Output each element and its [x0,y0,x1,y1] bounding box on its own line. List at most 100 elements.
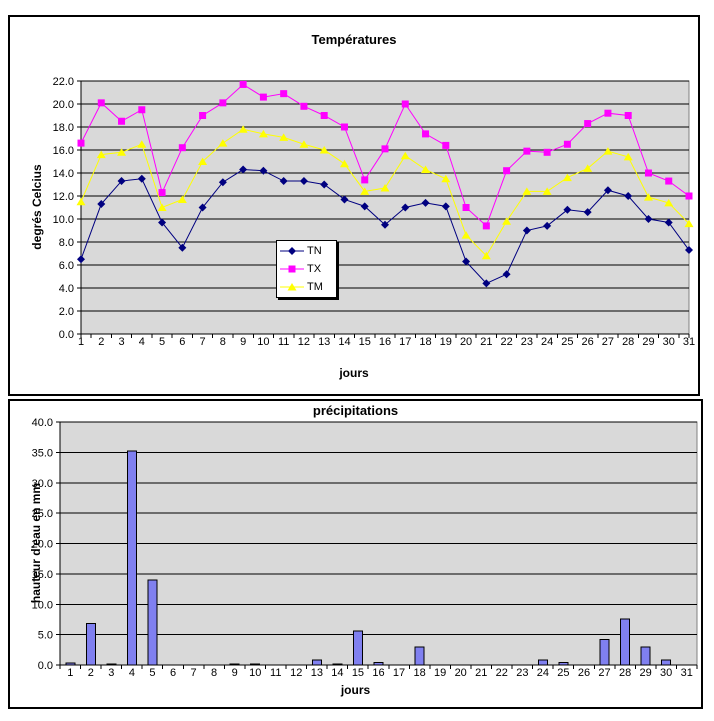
svg-text:16.0: 16.0 [53,145,74,157]
svg-text:17: 17 [399,336,411,348]
svg-text:14.0: 14.0 [53,168,74,180]
svg-text:12.0: 12.0 [53,191,74,203]
svg-text:30.0: 30.0 [32,478,53,490]
svg-text:17: 17 [393,667,405,679]
legend-key-TN [280,247,304,255]
svg-text:22: 22 [496,667,508,679]
svg-text:14: 14 [331,667,343,679]
legend-item-TM: TM [280,280,332,294]
temperature-chart-title: Températures [311,32,397,47]
svg-text:23: 23 [516,667,528,679]
svg-text:4: 4 [139,336,145,348]
svg-text:25: 25 [561,336,573,348]
svg-text:2.0: 2.0 [59,306,74,318]
svg-text:21: 21 [480,336,492,348]
svg-text:30: 30 [663,336,675,348]
svg-text:14: 14 [338,336,350,348]
temperature-x-axis-title: jours [339,366,369,380]
x-tick-labels: 1 2 3 4 5 6 7 8 9 10 11 12 13 14 15 16 17 18 19 20 21 22 23 24 2… [67,667,693,679]
svg-text:16: 16 [379,336,391,348]
svg-text:0.0: 0.0 [59,329,74,341]
svg-text:2: 2 [98,336,104,348]
svg-text:18: 18 [413,667,425,679]
legend-key-TX [280,265,304,273]
svg-text:15.0: 15.0 [32,569,53,581]
svg-text:30: 30 [660,667,672,679]
svg-text:28: 28 [619,667,631,679]
svg-text:3: 3 [118,336,124,348]
svg-text:12: 12 [290,667,302,679]
svg-text:8: 8 [220,336,226,348]
svg-text:22.0: 22.0 [53,76,74,88]
svg-text:4.0: 4.0 [59,283,74,295]
svg-text:13: 13 [311,667,323,679]
svg-text:5.0: 5.0 [38,630,53,642]
svg-text:24: 24 [537,667,549,679]
svg-text:5: 5 [159,336,165,348]
x-tick-marks [80,334,690,338]
y-tick-labels: 0.0 5.0 10.0 15.0 20.0 25.0 30.0 35.0 40.0 [32,417,53,672]
precipitation-y-axis-title: hauteur d'eau en mm [29,482,43,604]
legend-label-TM: TM [307,280,323,293]
svg-text:5: 5 [149,667,155,679]
svg-text:12: 12 [298,336,310,348]
svg-text:19: 19 [440,336,452,348]
svg-text:10: 10 [249,667,261,679]
svg-text:18.0: 18.0 [53,122,74,134]
svg-text:6: 6 [170,667,176,679]
precipitation-chart[interactable]: 0.0 5.0 10.0 15.0 20.0 25.0 30.0 35.0 40.0 1 2 3 4 5 6… [8,399,703,709]
svg-text:7: 7 [200,336,206,348]
svg-text:22: 22 [500,336,512,348]
svg-text:7: 7 [191,667,197,679]
svg-text:18: 18 [419,336,431,348]
svg-text:10: 10 [257,336,269,348]
svg-text:9: 9 [240,336,246,348]
svg-text:20: 20 [460,336,472,348]
svg-text:15: 15 [359,336,371,348]
svg-text:10.0: 10.0 [53,214,74,226]
svg-text:21: 21 [475,667,487,679]
temperature-chart[interactable]: 0.0 2.0 4.0 6.0 8.0 10.0 12.0 14.0 16.0 18.0 20.0 2… [8,15,700,396]
svg-text:31: 31 [681,667,693,679]
svg-text:11: 11 [278,336,289,348]
svg-text:1: 1 [78,336,84,348]
svg-text:8.0: 8.0 [59,237,74,249]
svg-text:23: 23 [521,336,533,348]
svg-text:28: 28 [622,336,634,348]
svg-text:6.0: 6.0 [59,260,74,272]
svg-text:35.0: 35.0 [32,447,53,459]
svg-text:15: 15 [352,667,364,679]
svg-text:27: 27 [598,667,610,679]
x-tick-labels: 1 2 3 4 5 6 7 8 9 10 11 12 13 14 15 16 17 18 19 20 21 22 23 24 2… [78,336,695,348]
svg-text:26: 26 [578,667,590,679]
x-tick-marks [59,665,698,669]
svg-text:25.0: 25.0 [32,508,53,520]
svg-text:1: 1 [67,667,73,679]
svg-text:20.0: 20.0 [32,539,53,551]
svg-text:24: 24 [541,336,553,348]
svg-text:25: 25 [557,667,569,679]
series-TX [77,80,693,230]
svg-text:11: 11 [270,667,281,679]
svg-text:8: 8 [211,667,217,679]
svg-text:2: 2 [88,667,94,679]
legend-key-TM [280,283,304,291]
series-TN [77,165,693,288]
svg-text:31: 31 [683,336,695,348]
legend-label-TN: TN [307,244,322,257]
legend-item-TN: TN [280,244,332,258]
temperature-legend[interactable]: TN TX TM [276,240,337,298]
svg-text:27: 27 [602,336,614,348]
svg-text:3: 3 [108,667,114,679]
y-tick-labels: 0.0 2.0 4.0 6.0 8.0 10.0 12.0 14.0 16.0 18.0 20.0 2… [53,76,74,341]
svg-text:20.0: 20.0 [53,99,74,111]
svg-text:6: 6 [179,336,185,348]
series-TM [76,125,694,260]
svg-text:20: 20 [455,667,467,679]
precipitation-chart-title: précipitations [312,403,399,418]
precipitation-bars [65,450,672,666]
precipitation-x-axis-title: jours [340,683,371,697]
legend-label-TX: TX [307,262,322,275]
svg-text:26: 26 [582,336,594,348]
